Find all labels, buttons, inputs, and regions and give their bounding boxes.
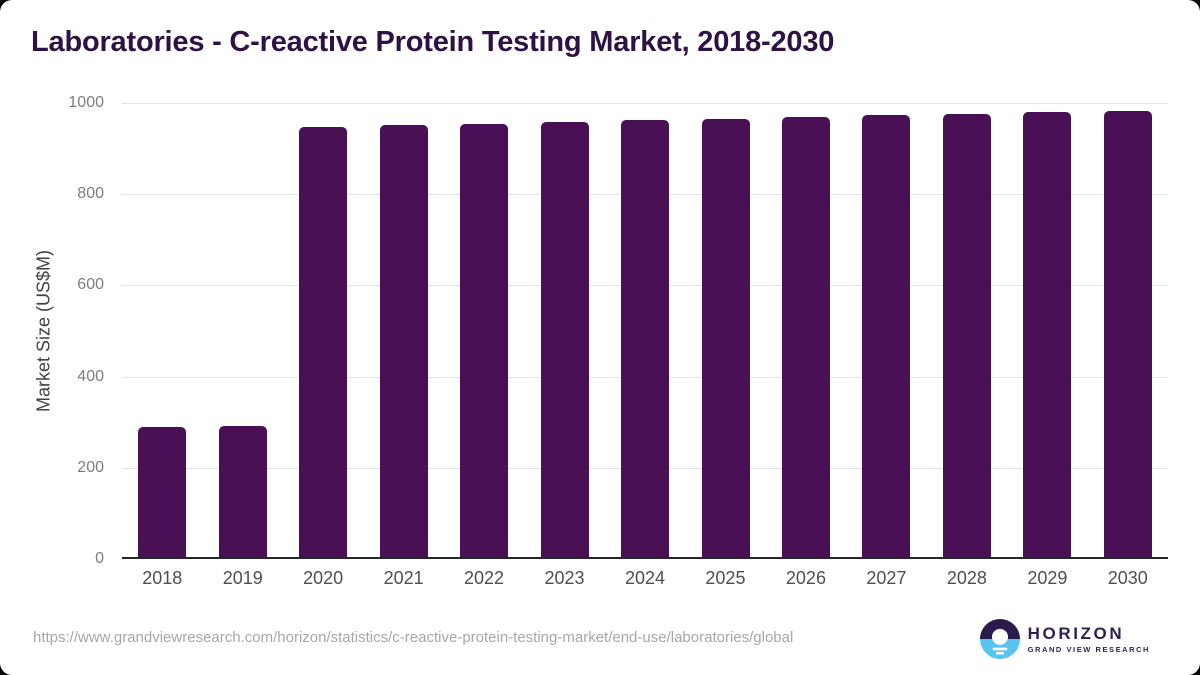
x-tick-label-2019: 2019 — [222, 568, 263, 588]
bar-2025 — [701, 118, 750, 558]
x-axis-line — [122, 557, 1168, 559]
x-tick-label-2021: 2021 — [383, 568, 424, 588]
bar-2028 — [942, 113, 991, 558]
y-axis-title: Market Size (US$M) — [33, 249, 54, 413]
chart-title: Laboratories - C-reactive Protein Testin… — [31, 26, 835, 58]
y-tick-label-400: 400 — [77, 367, 104, 385]
y-tick-label-600: 600 — [77, 276, 104, 294]
x-tick-label-2027: 2027 — [866, 568, 907, 588]
bar-2022 — [460, 123, 509, 558]
bar-2027 — [862, 115, 911, 558]
bar-2029 — [1023, 112, 1072, 558]
bar-2024 — [621, 119, 669, 558]
bar-2023 — [540, 121, 589, 558]
logo-tagline: GRAND VIEW RESEARCH — [1027, 644, 1150, 654]
bar-2026 — [781, 116, 830, 558]
x-tick-label-2026: 2026 — [785, 568, 826, 588]
y-tick-label-1000: 1000 — [68, 94, 104, 111]
x-tick-label-2022: 2022 — [464, 568, 505, 588]
x-tick-label-2028: 2028 — [946, 568, 987, 588]
x-tick-label-2025: 2025 — [705, 568, 746, 588]
y-tick-label-800: 800 — [77, 185, 104, 203]
logo-wordmark: HORIZON — [1027, 623, 1125, 643]
horizon-logo-icon — [979, 619, 1020, 659]
bar-2020 — [299, 127, 348, 558]
x-tick-label-2030: 2030 — [1107, 568, 1148, 588]
bar-2018 — [138, 426, 187, 558]
plot-area — [122, 103, 1168, 559]
x-tick-label-2024: 2024 — [625, 568, 666, 588]
x-tick-label-2029: 2029 — [1027, 568, 1068, 588]
x-tick-label-2023: 2023 — [544, 568, 585, 588]
gridline-1000 — [122, 103, 1168, 104]
bar-2030 — [1103, 110, 1152, 558]
horizon-logo: HORIZON GRAND VIEW RESEARCH — [979, 619, 1150, 659]
logo-text: HORIZON GRAND VIEW RESEARCH — [1027, 623, 1150, 654]
y-tick-label-0: 0 — [95, 550, 104, 567]
y-tick-label-200: 200 — [77, 458, 104, 476]
source-url: https://www.grandviewresearch.com/horizo… — [33, 629, 794, 646]
x-tick-label-2020: 2020 — [303, 568, 344, 588]
bar-2019 — [218, 425, 267, 558]
bar-2021 — [379, 125, 428, 558]
x-tick-label-2018: 2018 — [142, 568, 183, 588]
